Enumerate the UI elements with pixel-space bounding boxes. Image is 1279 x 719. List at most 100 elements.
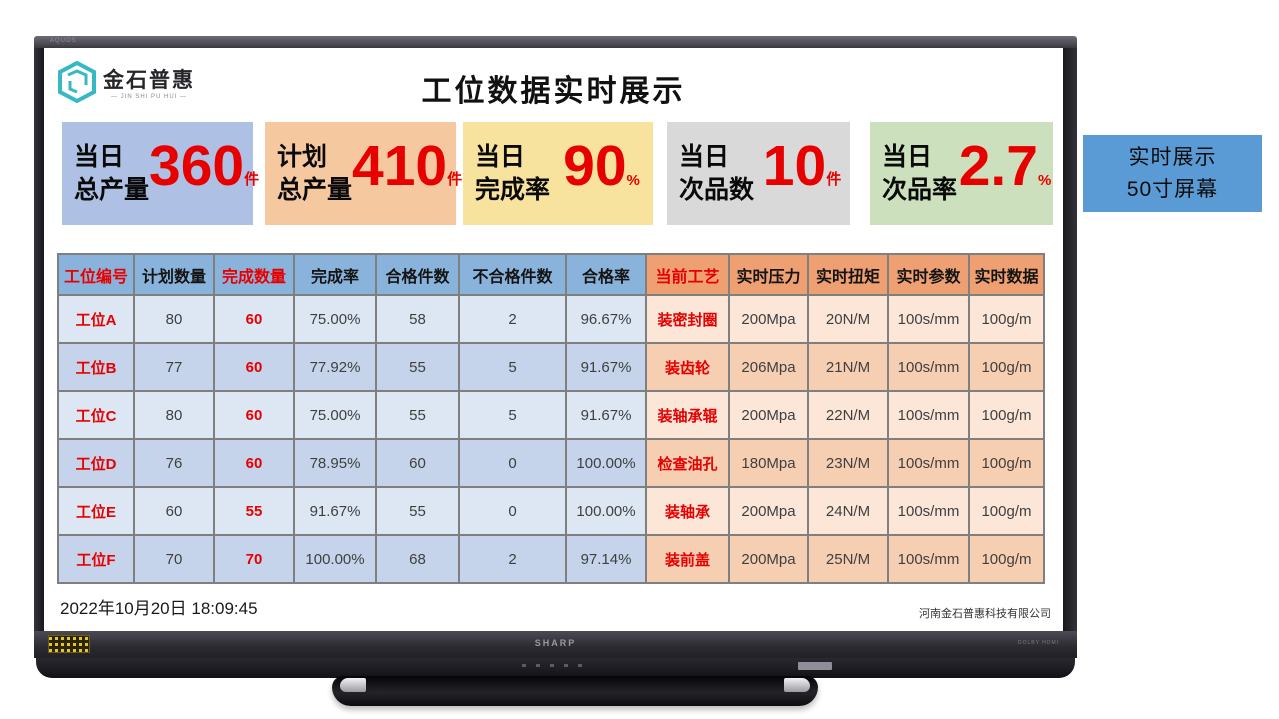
table-cell: 58 xyxy=(375,294,460,344)
datetime-label: 2022年10月20日 18:09:45 xyxy=(60,599,258,618)
table-row: 工位D 76 60 78.95% 60 0 100.00% 检查油孔 180Mpa 23N/M 10… xyxy=(57,438,1045,488)
stand-highlight-left xyxy=(340,678,366,692)
column-header: 实时参数 xyxy=(887,253,970,296)
column-header: 当前工艺 xyxy=(645,253,730,296)
data-table-body: 工位A 80 60 75.00% 58 2 96.67% 装密封圈 200Mpa 20N/M 100… xyxy=(57,294,1045,584)
kpi-value-wrap: 360 件 xyxy=(149,138,259,195)
table-cell: 70 xyxy=(213,534,295,584)
kpi-label: 当日 次品率 xyxy=(882,141,957,207)
side-label: 实时展示 50寸屏幕 xyxy=(1083,135,1262,212)
column-header: 实时压力 xyxy=(728,253,809,296)
kpi-unit: % xyxy=(1037,172,1052,189)
table-cell: 91.67% xyxy=(565,390,647,440)
table-cell: 装前盖 xyxy=(645,534,730,584)
kpi-label-line1: 当日 xyxy=(882,142,933,171)
table-row: 工位E 60 55 91.67% 55 0 100.00% 装轴承 200Mpa 24N/M 100… xyxy=(57,486,1045,536)
table-cell: 100s/mm xyxy=(887,438,970,488)
kpi-value-wrap: 2.7 % xyxy=(957,138,1053,195)
table-cell: 77 xyxy=(133,342,215,392)
table-cell: 工位A xyxy=(57,294,135,344)
table-cell: 200Mpa xyxy=(728,486,809,536)
table-cell: 2 xyxy=(458,294,567,344)
table-cell: 工位F xyxy=(57,534,135,584)
table-cell: 0 xyxy=(458,486,567,536)
table-header-row: 工位编号 计划数量 完成数量 完成率 合格件数 不合格件数 合格率 当前工艺 实时压力 实时扭矩实… xyxy=(57,253,1045,296)
tv-brand-label: SHARP xyxy=(534,638,577,648)
table-row: 工位B 77 60 77.92% 55 5 91.67% 装齿轮 206Mpa 21N/M 100s… xyxy=(57,342,1045,392)
tv-top-bezel: AQUOS xyxy=(34,36,1077,48)
table-cell: 100.00% xyxy=(565,438,647,488)
dolby-hdmi-logos: DOLBY HDMI xyxy=(1017,640,1059,646)
table-cell: 80 xyxy=(133,294,215,344)
kpi-card-completion-rate: 当日 完成率 90 % xyxy=(463,122,653,225)
table-cell: 76 xyxy=(133,438,215,488)
logo-text: 金石普惠 xyxy=(103,69,195,92)
tv-frame: AQUOS 金石普惠 — JIN SHI PU HUI — 工位数据实时展示 当… xyxy=(34,36,1077,706)
cube-logo-icon xyxy=(58,61,96,103)
kpi-value-wrap: 10 件 xyxy=(754,138,850,195)
table-cell: 21N/M xyxy=(807,342,889,392)
table-cell: 60 xyxy=(213,390,295,440)
table-cell: 装轴承辊 xyxy=(645,390,730,440)
kpi-value: 2.7 xyxy=(958,134,1038,198)
kpi-label-line1: 计划 xyxy=(277,142,328,171)
column-header: 合格件数 xyxy=(375,253,460,296)
table-row: 工位A 80 60 75.00% 58 2 96.67% 装密封圈 200Mpa 20N/M 100… xyxy=(57,294,1045,344)
table-cell: 25N/M xyxy=(807,534,889,584)
table-cell: 工位B xyxy=(57,342,135,392)
tv-stand xyxy=(332,676,818,706)
company-logo: 金石普惠 — JIN SHI PU HUI — xyxy=(58,61,195,103)
logo-subtext: — JIN SHI PU HUI — xyxy=(110,94,187,100)
kpi-value-wrap: 90 % xyxy=(550,138,653,195)
table-cell: 装密封圈 xyxy=(645,294,730,344)
side-label-line2: 50寸屏幕 xyxy=(1126,177,1219,201)
table-cell: 100g/m xyxy=(968,390,1045,440)
table-cell: 96.67% xyxy=(565,294,647,344)
table-cell: 5 xyxy=(458,342,567,392)
column-header: 完成率 xyxy=(293,253,377,296)
table-cell: 70 xyxy=(133,534,215,584)
table-cell: 80 xyxy=(133,390,215,440)
table-cell: 60 xyxy=(213,438,295,488)
stand-highlight-right xyxy=(784,678,810,692)
tv-left-bezel xyxy=(34,48,44,643)
table-cell: 工位D xyxy=(57,438,135,488)
kpi-label-line2: 总产量 xyxy=(277,175,353,204)
table-cell: 75.00% xyxy=(293,294,377,344)
table-cell: 100.00% xyxy=(293,534,377,584)
dashboard-screen: 金石普惠 — JIN SHI PU HUI — 工位数据实时展示 当日 总产量 … xyxy=(44,48,1063,631)
table-cell: 55 xyxy=(375,486,460,536)
kpi-label: 当日 总产量 xyxy=(74,141,149,207)
table-cell: 24N/M xyxy=(807,486,889,536)
kpi-value: 360 xyxy=(149,134,245,198)
table-cell: 100s/mm xyxy=(887,294,970,344)
kpi-unit: % xyxy=(626,172,640,189)
table-cell: 60 xyxy=(375,438,460,488)
kpi-label-line1: 当日 xyxy=(679,142,730,171)
kpi-label: 计划 总产量 xyxy=(277,141,352,207)
table-cell: 23N/M xyxy=(807,438,889,488)
table-cell: 180Mpa xyxy=(728,438,809,488)
kpi-card-defect-rate: 当日 次品率 2.7 % xyxy=(870,122,1053,225)
table-cell: 75.00% xyxy=(293,390,377,440)
kpi-card-total-output: 当日 总产量 360 件 xyxy=(62,122,259,225)
tv-control-buttons[interactable] xyxy=(522,664,592,667)
kpi-label-line2: 总产量 xyxy=(74,175,150,204)
table-cell: 100g/m xyxy=(968,342,1045,392)
table-row: 工位F 70 70 100.00% 68 2 97.14% 装前盖 200Mpa 25N/M 100… xyxy=(57,534,1045,584)
workstation-data-table: 工位编号 计划数量 完成数量 完成率 合格件数 不合格件数 合格率 当前工艺 实时压力 实时扭矩实… xyxy=(57,253,1045,584)
kpi-label-line1: 当日 xyxy=(74,142,125,171)
table-cell: 200Mpa xyxy=(728,294,809,344)
table-cell: 2 xyxy=(458,534,567,584)
table-cell: 22N/M xyxy=(807,390,889,440)
table-cell: 检查油孔 xyxy=(645,438,730,488)
page-title: 工位数据实时展示 xyxy=(421,75,686,108)
kpi-label: 当日 次品数 xyxy=(679,141,754,207)
column-header: 实时数据 xyxy=(968,253,1045,296)
table-cell: 77.92% xyxy=(293,342,377,392)
table-cell: 55 xyxy=(375,390,460,440)
table-cell: 100g/m xyxy=(968,534,1045,584)
table-cell: 60 xyxy=(213,342,295,392)
kpi-value: 10 xyxy=(762,134,827,198)
table-cell: 装轴承 xyxy=(645,486,730,536)
